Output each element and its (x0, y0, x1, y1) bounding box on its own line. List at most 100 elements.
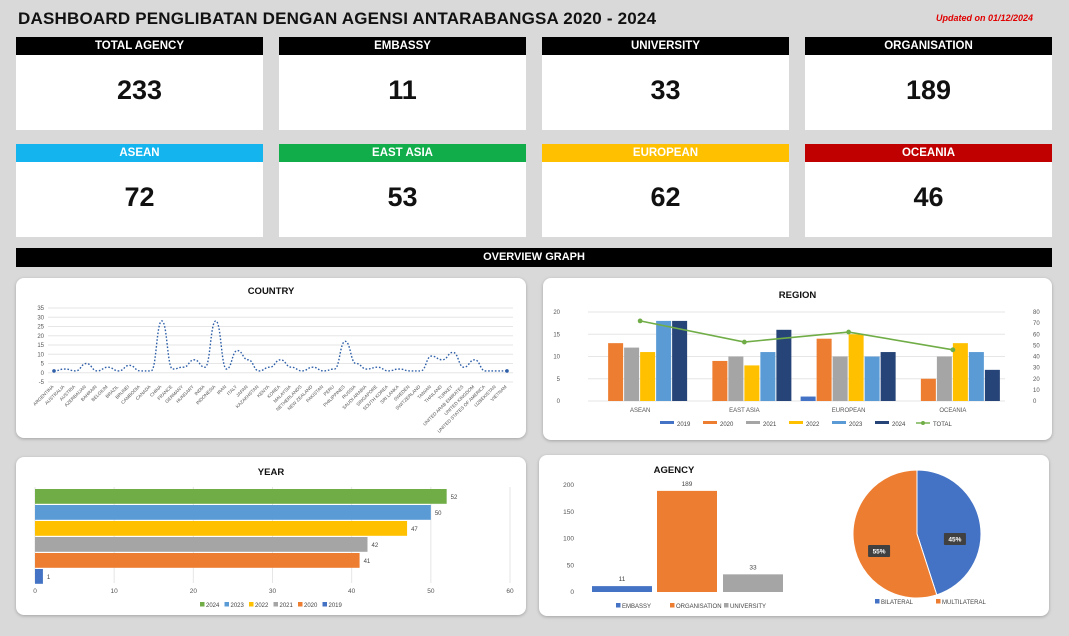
agency-bar-university (723, 574, 783, 592)
region-ytick-label: 20 (553, 310, 560, 316)
region-legend-label: 2020 (720, 422, 734, 428)
year-value-label: 50 (435, 511, 442, 517)
year-legend-label: 2019 (329, 603, 343, 609)
country-ytick-label: 30 (37, 315, 44, 321)
country-point (505, 369, 509, 373)
region-legend-label: 2022 (806, 422, 820, 428)
country-ytick-label: 10 (37, 352, 44, 358)
region-legend-label: 2023 (849, 422, 863, 428)
region-bar-2024 (672, 320, 688, 401)
card-total-agency-value: 233 (116, 75, 163, 105)
region-ytick-label: 5 (557, 377, 561, 383)
year-legend-swatch (322, 602, 327, 607)
card-asean-value: 72 (124, 182, 155, 212)
year-legend-swatch (298, 602, 303, 607)
region-ytick-label: 10 (553, 355, 560, 361)
country-ytick-label: 25 (37, 325, 44, 331)
country-ytick-label: 15 (37, 343, 44, 349)
region-bar-2020 (920, 378, 936, 401)
agency-legend-swatch (670, 603, 675, 608)
card-european-value: 62 (650, 182, 681, 212)
region-total-point (741, 339, 747, 345)
card-asean: ASEAN 72 (16, 144, 263, 237)
card-asean-label: ASEAN (16, 144, 263, 162)
region-legend-label: 2019 (677, 422, 691, 428)
region-bar-2021 (728, 356, 744, 401)
country-point (52, 369, 56, 373)
region-bar-2023 (864, 356, 880, 401)
region-xtick-label: EUROPEAN (832, 408, 866, 414)
pie-legend-swatch (875, 599, 880, 604)
year-legend-label: 2023 (231, 603, 245, 609)
region-y2tick-label: 50 (1033, 343, 1040, 349)
region-legend-swatch (789, 421, 803, 424)
region-ytick-label: 0 (557, 399, 561, 405)
region-bar-2019 (800, 396, 816, 401)
year-bar-2020 (35, 553, 360, 568)
year-legend-swatch (224, 602, 229, 607)
agency-bar-embassy (592, 586, 652, 592)
region-y2tick-label: 0 (1033, 399, 1037, 405)
region-chart: 0 5 10 15 20 0 10 20 30 40 50 60 70 80 ASEAN EAST ASIA E… (553, 310, 1040, 428)
region-legend-label: TOTAL (933, 422, 952, 428)
pie-percent-label: 55% (873, 549, 886, 556)
region-bar-2020 (712, 360, 728, 401)
year-xtick-label: 20 (190, 588, 198, 595)
agency-legend-label: UNIVERSITY (730, 604, 766, 610)
region-bar-2022 (848, 334, 864, 401)
region-y2tick-label: 10 (1033, 388, 1040, 394)
region-bar-2024 (984, 369, 1000, 401)
region-bar-2021 (832, 356, 848, 401)
country-ytick-label: 0 (41, 371, 45, 377)
region-bar-2021 (624, 347, 640, 401)
year-bar-2022 (35, 521, 408, 536)
region-ytick-label: 15 (553, 332, 560, 338)
card-european: EUROPEAN 62 (542, 144, 789, 237)
region-bar-2024 (776, 329, 792, 401)
year-chart-panel: YEAR 0 10 20 30 40 50 60 52 50 47 42 41 1 2024 2023 202… (16, 457, 526, 615)
country-chart-panel: COUNTRY 35 30 25 20 15 10 5 0 -5 ARGENTINA AUSTRAL… (16, 278, 526, 438)
year-chart-title: YEAR (257, 467, 285, 478)
pie-slice-bilateral (916, 469, 982, 596)
card-oceania-value: 46 (913, 182, 944, 212)
card-embassy: EMBASSY 11 (279, 37, 526, 130)
region-y2tick-label: 70 (1033, 321, 1040, 327)
region-legend-swatch (832, 421, 846, 424)
card-university-label: UNIVERSITY (542, 37, 789, 55)
region-bar-2022 (640, 352, 656, 401)
year-value-label: 47 (411, 527, 418, 533)
year-legend-label: 2022 (255, 603, 269, 609)
year-xtick-label: 50 (427, 588, 435, 595)
region-legend-label: 2021 (763, 422, 777, 428)
region-bar-2024 (880, 352, 896, 401)
agency-ytick-label: 200 (563, 482, 574, 489)
country-ytick-label: 5 (41, 362, 45, 368)
year-value-label: 52 (451, 495, 458, 501)
region-bar-2020 (608, 343, 624, 401)
region-y2tick-label: 30 (1033, 366, 1040, 372)
region-bar-2023 (760, 352, 776, 401)
year-legend-swatch (200, 602, 205, 607)
card-east-asia-value: 53 (387, 182, 418, 212)
card-embassy-value: 11 (388, 75, 417, 105)
card-oceania-label: OCEANIA (805, 144, 1052, 162)
region-chart-panel: REGION 0 5 10 15 20 0 10 20 30 40 50 60 70 80 ASEAN EAS… (543, 278, 1052, 440)
agency-chart: 0 50 100 150 200 11 189 33 EMBASSY ORGANISATION UN… (563, 469, 986, 610)
year-value-label: 42 (372, 543, 379, 549)
overview-graph-header: OVERVIEW GRAPH (16, 248, 1052, 267)
region-total-point (637, 318, 643, 324)
pie-label-box (943, 532, 966, 545)
region-xtick-label: EAST ASIA (729, 408, 760, 414)
region-legend-swatch (703, 421, 717, 424)
agency-ytick-label: 150 (563, 509, 574, 516)
year-legend-label: 2020 (304, 603, 318, 609)
agency-ytick-label: 100 (563, 536, 574, 543)
pie-legend-label: BILATERAL (881, 600, 914, 606)
card-total-agency: TOTAL AGENCY 233 (16, 37, 263, 130)
region-legend-label: 2024 (892, 422, 906, 428)
year-xtick-label: 60 (506, 588, 514, 595)
country-xtick-label: IRAN (216, 384, 227, 395)
year-value-label: 1 (47, 575, 51, 581)
year-value-label: 41 (364, 559, 371, 565)
card-organisation: ORGANISATION 189 (805, 37, 1052, 130)
